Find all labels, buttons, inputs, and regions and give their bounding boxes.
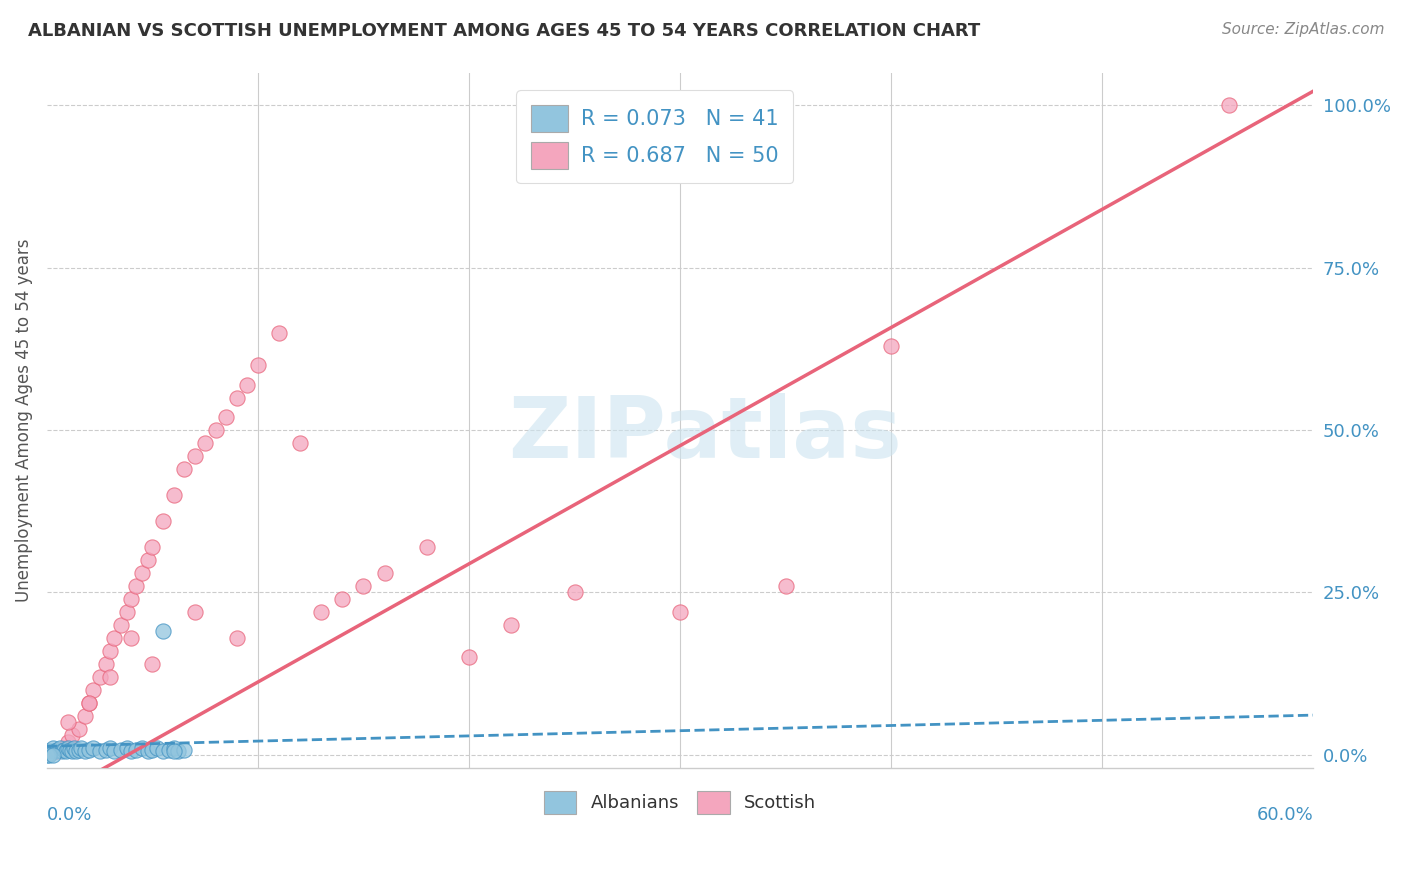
Point (110, 742, 132, 756)
Point (141, 540, 163, 554)
Point (183, 449, 205, 463)
Point (98, 741, 121, 756)
Point (288, 436, 311, 450)
Point (131, 741, 153, 756)
Point (173, 742, 195, 756)
Point (98, 670, 121, 684)
Point (77, 696, 100, 710)
Point (236, 377, 259, 392)
Point (73, 744, 96, 758)
Point (131, 566, 153, 580)
Point (51, 744, 73, 758)
Point (1218, 98, 1240, 112)
Point (225, 391, 247, 405)
Point (115, 605, 138, 619)
Point (183, 605, 205, 619)
Point (162, 744, 184, 758)
Point (157, 742, 180, 756)
Point (56, 735, 79, 749)
Point (246, 358, 269, 372)
Point (103, 744, 125, 758)
Point (103, 631, 125, 645)
Point (94, 657, 117, 671)
Point (94, 742, 117, 756)
Text: ZIPatlas: ZIPatlas (509, 392, 903, 475)
Point (215, 410, 238, 425)
Point (311, 605, 333, 619)
Point (880, 339, 903, 353)
Point (332, 591, 354, 606)
Text: 60.0%: 60.0% (1257, 805, 1313, 824)
Point (775, 579, 797, 593)
Point (194, 436, 217, 450)
Point (46, 744, 69, 758)
Point (115, 741, 138, 756)
Point (60, 728, 83, 742)
Point (67, 742, 90, 756)
Point (46, 742, 69, 756)
Point (89, 670, 111, 684)
Point (48, 741, 70, 756)
Point (69, 741, 91, 756)
Point (63, 741, 86, 756)
Point (56, 715, 79, 730)
Point (98, 644, 121, 658)
Point (141, 742, 163, 756)
Point (82, 682, 104, 697)
Text: Source: ZipAtlas.com: Source: ZipAtlas.com (1222, 22, 1385, 37)
Point (56, 741, 79, 756)
Point (38, 747, 60, 762)
Point (59, 742, 82, 756)
Point (60, 744, 83, 758)
Point (136, 744, 159, 758)
Point (162, 741, 184, 756)
Point (136, 553, 159, 567)
Point (42, 741, 65, 756)
Legend: Albanians, Scottish: Albanians, Scottish (537, 783, 824, 822)
Point (669, 605, 692, 619)
Point (120, 744, 142, 758)
Point (458, 650, 481, 665)
Point (65, 744, 87, 758)
Point (501, 618, 523, 632)
Point (44, 744, 66, 758)
Point (152, 624, 174, 639)
Point (145, 741, 167, 756)
Point (73, 708, 96, 723)
Point (67, 722, 90, 736)
Point (35, 747, 58, 762)
Point (120, 631, 142, 645)
Point (110, 618, 132, 632)
Point (77, 696, 100, 710)
Point (82, 741, 104, 756)
Point (52, 741, 75, 756)
Point (77, 742, 100, 756)
Point (39, 744, 62, 758)
Point (141, 657, 163, 671)
Point (152, 744, 174, 758)
Point (225, 631, 247, 645)
Point (166, 744, 188, 758)
Point (204, 423, 226, 437)
Point (42, 747, 65, 762)
Point (374, 566, 396, 580)
Point (120, 591, 142, 606)
Point (35, 744, 58, 758)
Point (124, 579, 146, 593)
Point (162, 488, 184, 502)
Point (89, 744, 111, 758)
Point (55, 744, 77, 758)
Point (52, 742, 75, 756)
Point (353, 579, 375, 593)
Point (267, 326, 290, 340)
Text: 0.0%: 0.0% (46, 805, 93, 824)
Text: ALBANIAN VS SCOTTISH UNEMPLOYMENT AMONG AGES 45 TO 54 YEARS CORRELATION CHART: ALBANIAN VS SCOTTISH UNEMPLOYMENT AMONG … (28, 22, 980, 40)
Point (416, 540, 439, 554)
Point (152, 514, 174, 528)
Point (564, 585, 586, 599)
Point (173, 462, 195, 476)
Point (124, 742, 146, 756)
Y-axis label: Unemployment Among Ages 45 to 54 years: Unemployment Among Ages 45 to 54 years (15, 238, 32, 602)
